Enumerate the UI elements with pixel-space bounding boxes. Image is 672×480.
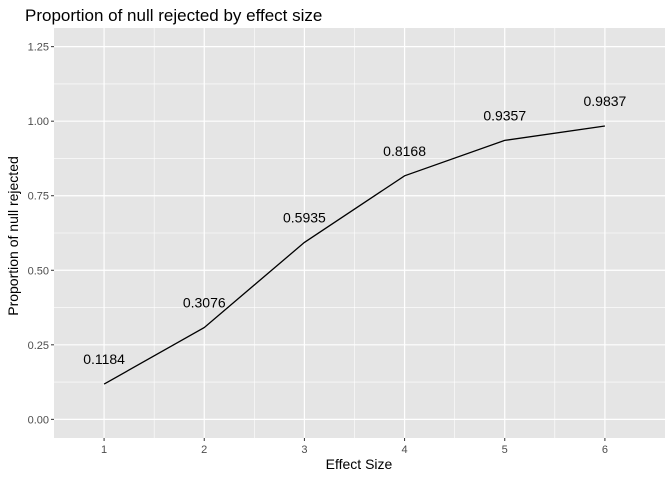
x-axis-title: Effect Size [326,456,393,472]
data-labels-group: 0.1184 0.3076 0.5935 0.8168 0.9357 0.9837 [83,93,626,367]
y-tick-label: 1.25 [28,42,49,54]
y-tick-label: 0.25 [28,340,49,352]
y-axis-title: Proportion of null rejected [5,156,21,316]
data-label: 0.9357 [483,107,526,123]
x-axis-ticks: 1 2 3 4 5 6 [101,438,608,456]
data-label: 0.5935 [283,209,326,225]
chart-title: Proportion of null rejected by effect si… [25,6,322,25]
series-line [103,125,605,385]
minor-gridlines [54,28,665,438]
y-axis-ticks: 0.00 0.25 0.50 0.75 1.00 1.25 [28,42,54,426]
y-tick-label: 0.50 [28,265,49,277]
data-label: 0.9837 [583,93,626,109]
x-tick-label: 3 [301,444,307,456]
y-tick-label: 0.00 [28,414,49,426]
major-gridlines [54,28,665,438]
x-tick-label: 2 [201,444,207,456]
x-tick-label: 4 [402,444,408,456]
data-label: 0.3076 [183,295,226,311]
data-label: 0.8168 [383,143,426,159]
data-label: 0.1184 [83,351,125,367]
x-tick-label: 1 [101,444,107,456]
series-group [103,125,605,385]
y-tick-label: 0.75 [28,191,49,203]
x-tick-label: 6 [602,444,608,456]
x-tick-label: 5 [502,444,508,456]
y-tick-label: 1.00 [28,116,49,128]
